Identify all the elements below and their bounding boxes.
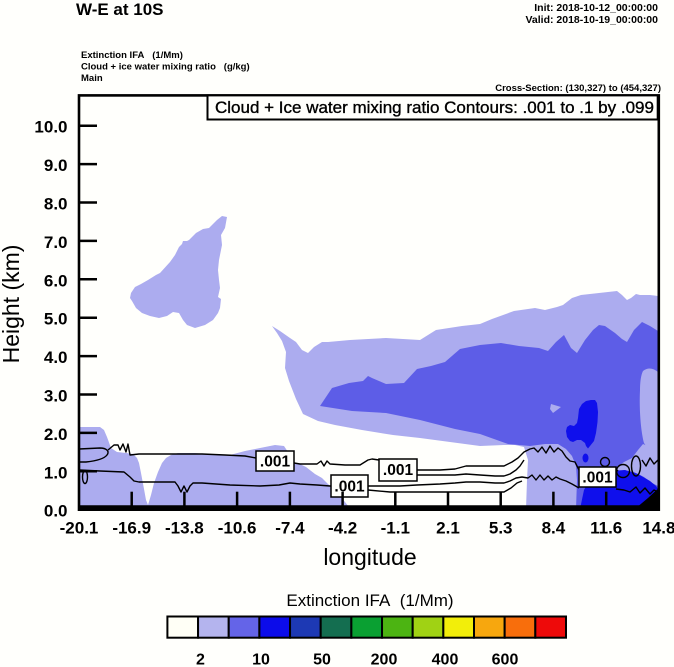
svg-text:Valid: 2018-10-19_00:00:00: Valid: 2018-10-19_00:00:00 <box>525 14 658 26</box>
svg-text:-13.8: -13.8 <box>165 519 204 538</box>
svg-text:W-E at 10S: W-E at 10S <box>76 0 164 19</box>
svg-text:-4.2: -4.2 <box>328 519 357 538</box>
svg-text:2.1: 2.1 <box>436 519 460 538</box>
svg-text:Cloud + Ice water mixing ratio: Cloud + Ice water mixing ratio Contours:… <box>215 98 654 117</box>
svg-text:10.0: 10.0 <box>34 118 67 137</box>
svg-text:-1.1: -1.1 <box>381 519 410 538</box>
svg-text:.001: .001 <box>582 470 613 487</box>
svg-text:6.0: 6.0 <box>44 271 68 290</box>
svg-text:8.0: 8.0 <box>44 195 68 214</box>
svg-text:0.0: 0.0 <box>44 502 68 521</box>
svg-text:Cloud + ice water mixing ratio: Cloud + ice water mixing ratio (g/kg) <box>81 62 250 73</box>
svg-text:50: 50 <box>313 652 331 667</box>
svg-text:200: 200 <box>371 652 398 667</box>
svg-text:5.3: 5.3 <box>489 519 513 538</box>
svg-text:.001: .001 <box>260 454 291 471</box>
svg-text:1.0: 1.0 <box>44 463 68 482</box>
svg-text:600: 600 <box>492 652 519 667</box>
svg-text:Extinction IFA (1/Mm): Extinction IFA (1/Mm) <box>81 50 183 61</box>
svg-text:-10.6: -10.6 <box>218 519 257 538</box>
svg-text:Extinction IFA (1/Mm): Extinction IFA (1/Mm) <box>286 591 453 610</box>
svg-text:Init: 2018-10-12_00:00:00: Init: 2018-10-12_00:00:00 <box>534 2 658 14</box>
svg-text:-16.9: -16.9 <box>112 519 151 538</box>
svg-text:longitude: longitude <box>323 544 416 570</box>
svg-text:8.4: 8.4 <box>542 519 566 538</box>
svg-text:4.0: 4.0 <box>44 348 68 367</box>
svg-text:10: 10 <box>252 652 270 667</box>
svg-text:Main: Main <box>81 73 103 84</box>
svg-text:11.6: 11.6 <box>590 519 622 538</box>
svg-text:-7.4: -7.4 <box>275 519 305 538</box>
svg-text:2.0: 2.0 <box>44 425 68 444</box>
svg-text:5.0: 5.0 <box>44 310 68 329</box>
svg-text:.001: .001 <box>334 479 365 496</box>
svg-text:.001: .001 <box>383 462 414 479</box>
svg-text:400: 400 <box>432 652 459 667</box>
svg-text:9.0: 9.0 <box>44 156 68 175</box>
svg-text:7.0: 7.0 <box>44 233 68 252</box>
svg-text:14.8: 14.8 <box>642 519 674 538</box>
svg-text:Cross-Section: (130,327) to (4: Cross-Section: (130,327) to (454,327) <box>495 83 661 94</box>
svg-text:-20.1: -20.1 <box>60 519 99 538</box>
svg-text:3.0: 3.0 <box>44 387 68 406</box>
svg-text:2: 2 <box>196 652 205 667</box>
svg-text:Height (km): Height (km) <box>0 245 24 364</box>
